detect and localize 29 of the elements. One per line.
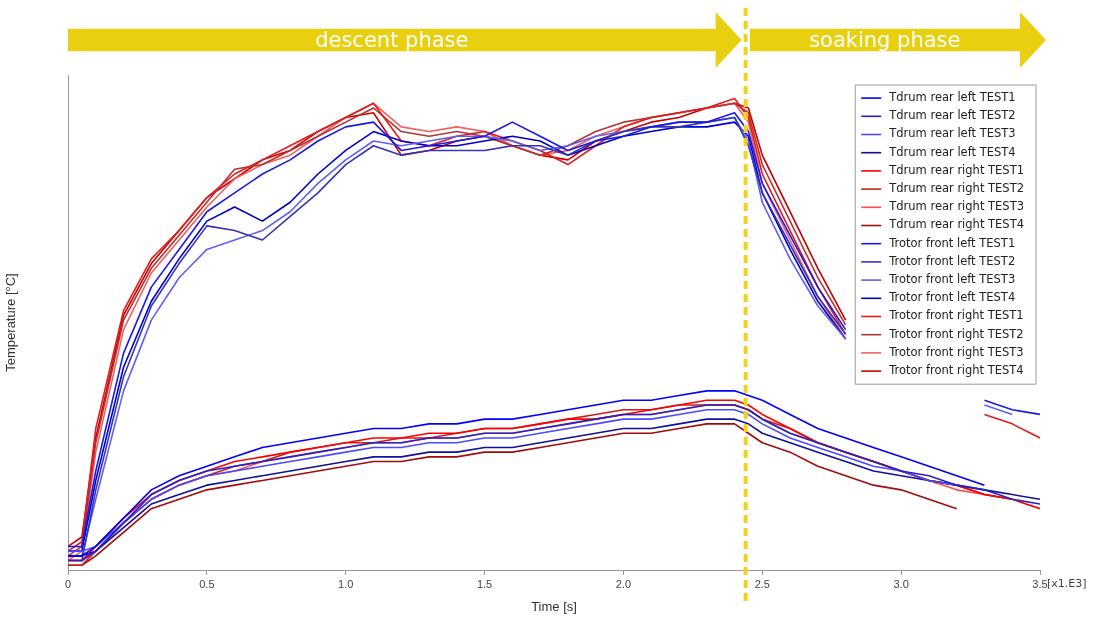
x-tick-label: 2.0 [615, 577, 632, 590]
y-axis-title: Temperature [°C] [3, 273, 19, 372]
legend-label: Tdrum rear right TEST1 [888, 162, 1025, 177]
legend-label: Trotor front left TEST2 [888, 253, 1016, 268]
legend-label: Trotor front right TEST4 [888, 363, 1024, 378]
legend-label: Trotor front right TEST2 [888, 326, 1024, 341]
x-tick-label: 2.5 [754, 577, 770, 590]
legend-label: Tdrum rear right TEST4 [888, 217, 1025, 232]
legend-label: Tdrum rear left TEST3 [888, 126, 1016, 141]
legend-label: Trotor front left TEST4 [888, 290, 1016, 305]
text: soaking phase [809, 28, 961, 52]
legend-label: Tdrum rear right TEST2 [888, 181, 1025, 196]
legend-label: Tdrum rear left TEST1 [888, 90, 1016, 105]
x-tick-label: 1.5 [476, 577, 493, 590]
legend-label: Tdrum rear left TEST4 [888, 144, 1016, 159]
x-axis-title: Time [s] [531, 598, 577, 614]
x-tick-label: 3.0 [893, 577, 909, 590]
legend-label: Tdrum rear left TEST2 [888, 108, 1016, 123]
legend-label: Trotor front right TEST1 [888, 308, 1024, 323]
legend-label: Trotor front right TEST3 [888, 344, 1024, 359]
x-tick-label: 1.0 [338, 577, 354, 590]
legend-label: Trotor front left TEST1 [888, 235, 1016, 250]
x-tick-label: 0 [64, 577, 72, 590]
text: descent phase [315, 28, 469, 52]
legend-label: Trotor front left TEST3 [888, 272, 1016, 287]
x-tick-label: 3.5 [1032, 577, 1048, 590]
text: [x1.E3] [1047, 577, 1087, 591]
x-tick-label: 0.5 [199, 577, 215, 590]
legend-label: Tdrum rear right TEST3 [888, 199, 1025, 214]
